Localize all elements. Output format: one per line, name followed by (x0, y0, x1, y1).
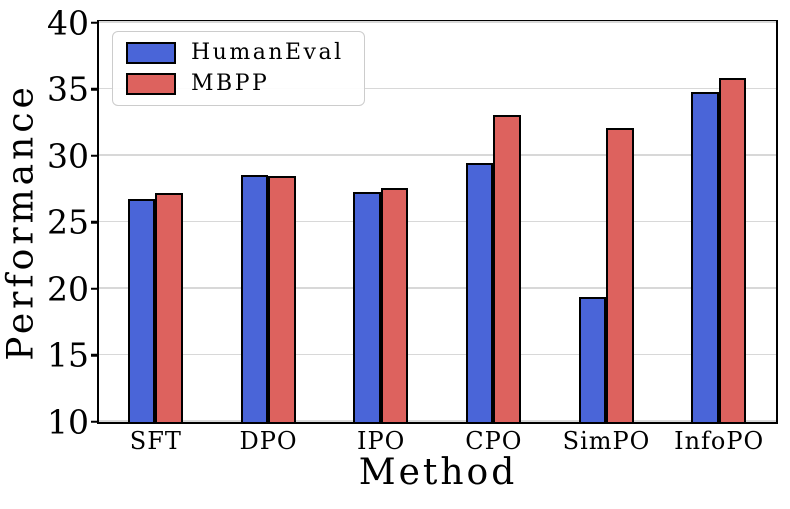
y-tick-mark-10 (91, 420, 98, 423)
y-tick-label-40: 40 (47, 3, 89, 42)
bar-ipo-mbpp (380, 187, 409, 422)
gridline-y-35 (99, 87, 776, 90)
bar-dpo-humaneval (240, 174, 268, 422)
y-tick-mark-20 (91, 287, 98, 290)
x-tick-label-infopo: InfoPO (674, 427, 765, 455)
gridline-y-15 (99, 353, 776, 356)
gridline-y-10 (99, 420, 776, 422)
y-tick-label-35: 35 (47, 69, 89, 109)
plot-area: HumanEval MBPP (97, 20, 778, 424)
legend-item-humaneval: HumanEval (126, 42, 344, 64)
y-tick-mark-25 (91, 220, 98, 224)
gridline-y-30 (99, 154, 776, 156)
x-tick-label-simpo: SimPO (562, 427, 651, 455)
x-tick-label-dpo: DPO (239, 427, 298, 455)
y-tick-mark-35 (91, 87, 98, 91)
bar-cpo-mbpp (493, 114, 521, 422)
bar-infopo-humaneval (691, 92, 719, 422)
x-axis-label: Method (358, 452, 518, 493)
y-tick-label-25: 25 (47, 202, 89, 242)
bar-sft-humaneval (127, 198, 156, 422)
y-tick-label-30: 30 (47, 136, 89, 175)
x-tick-label-cpo: CPO (465, 427, 523, 455)
humaneval-color-swatch (126, 42, 176, 64)
bar-infopo-mbpp (718, 77, 747, 422)
gridline-y-25 (99, 220, 776, 223)
bar-cpo-humaneval (465, 162, 494, 422)
x-tick-label-sft: SFT (129, 427, 182, 455)
bar-ipo-humaneval (353, 191, 381, 422)
y-tick-label-15: 15 (47, 335, 89, 375)
legend-item-mbpp: MBPP (126, 73, 344, 95)
y-tick-mark-15 (91, 353, 98, 357)
gridline-y-40 (99, 21, 776, 23)
y-tick-label-10: 10 (47, 402, 89, 441)
y-tick-label-20: 20 (47, 269, 89, 308)
bar-simpo-mbpp (606, 128, 634, 422)
bar-dpo-mbpp (268, 175, 296, 422)
bar-simpo-humaneval (578, 296, 606, 422)
y-tick-mark-40 (91, 21, 98, 24)
legend-label-mbpp: MBPP (191, 71, 270, 96)
legend-label-humaneval: HumanEval (191, 40, 344, 65)
gridline-y-20 (99, 287, 776, 289)
mbpp-color-swatch (126, 73, 176, 95)
legend: HumanEval MBPP (112, 31, 365, 106)
y-tick-mark-30 (91, 154, 98, 157)
bar-sft-mbpp (155, 193, 183, 422)
y-axis-label: Performance (0, 83, 42, 361)
x-tick-label-ipo: IPO (357, 427, 406, 455)
